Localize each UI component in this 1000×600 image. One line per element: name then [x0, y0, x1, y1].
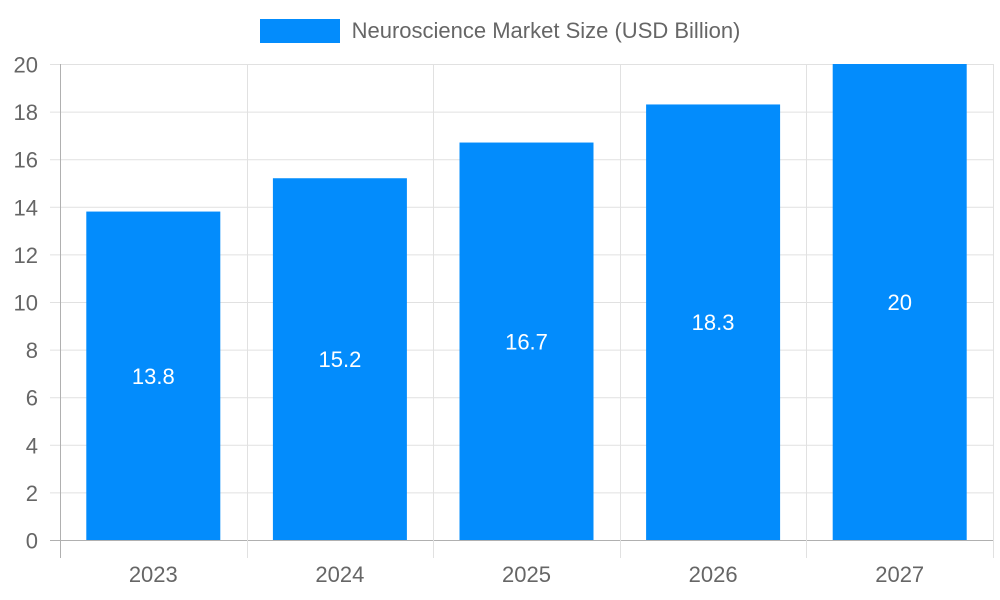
x-tick-label: 2027 [875, 562, 924, 587]
chart-legend[interactable]: Neuroscience Market Size (USD Billion) [0, 18, 1000, 44]
bar-value-label: 15.2 [318, 347, 361, 372]
bar-value-label: 13.8 [132, 364, 175, 389]
y-tick-label: 6 [26, 386, 38, 411]
bar-value-label: 20 [887, 290, 911, 315]
bar-value-label: 18.3 [692, 310, 735, 335]
y-tick-label: 18 [14, 100, 38, 125]
bar-value-label: 16.7 [505, 329, 548, 354]
y-tick-label: 12 [14, 243, 38, 268]
y-tick-label: 4 [26, 433, 38, 458]
y-tick-label: 14 [14, 195, 38, 220]
y-tick-label: 20 [14, 53, 38, 78]
x-tick-label: 2023 [129, 562, 178, 587]
x-tick-label: 2025 [502, 562, 551, 587]
x-tick-label: 2026 [689, 562, 738, 587]
y-tick-label: 2 [26, 481, 38, 506]
bar-2024[interactable] [272, 178, 407, 541]
bar-2023[interactable] [86, 211, 221, 540]
bar-2025[interactable] [459, 142, 594, 541]
bar-2026[interactable] [646, 104, 781, 541]
y-tick-label: 10 [14, 291, 38, 316]
y-tick-label: 0 [26, 529, 38, 554]
y-tick-label: 8 [26, 338, 38, 363]
bar-2027[interactable] [832, 64, 967, 540]
legend-label: Neuroscience Market Size (USD Billion) [351, 18, 741, 43]
y-tick-label: 16 [14, 148, 38, 173]
legend-swatch [259, 19, 340, 43]
x-tick-label: 2024 [315, 562, 364, 587]
